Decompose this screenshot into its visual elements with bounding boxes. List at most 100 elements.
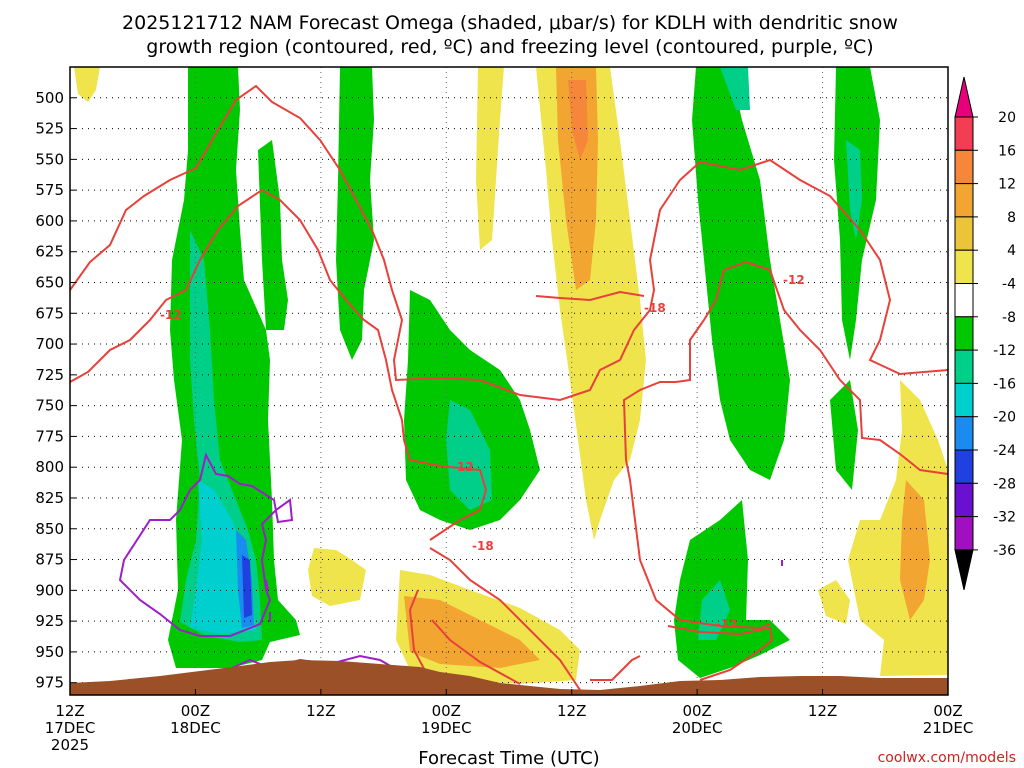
y-tick-label: 700 — [35, 335, 64, 353]
colorbar-box — [954, 449, 974, 484]
colorbar-label: -12 — [993, 343, 1016, 359]
contour-minus18 — [429, 547, 581, 691]
colorbar-box — [954, 382, 974, 418]
colorbar-box — [954, 249, 974, 284]
colorbar-label: 16 — [998, 143, 1016, 159]
y-tick-label: 950 — [35, 643, 64, 661]
colorbar-label: -32 — [993, 510, 1016, 526]
y-tick-label: 525 — [35, 120, 64, 138]
contour-minus12 — [590, 655, 641, 681]
y-tick-label: 625 — [35, 243, 64, 261]
omega-shade-darkblue — [242, 555, 252, 618]
y-tick-label: 825 — [35, 489, 64, 507]
y-tick-label: 900 — [35, 581, 64, 599]
omega-shade-green — [336, 67, 374, 360]
colorbar-box — [954, 516, 974, 551]
colorbar-label: -24 — [993, 443, 1016, 459]
contour-minus12 — [69, 84, 949, 402]
chart-title-line1: 2025121712 NAM Forecast Omega (shaded, μ… — [122, 12, 898, 34]
y-tick-label: 775 — [35, 427, 64, 445]
colorbar-label: -8 — [1002, 310, 1016, 326]
x-tick-label: 20DEC — [672, 719, 723, 737]
y-tick-label: 800 — [35, 458, 64, 476]
omega-shade-green — [404, 290, 540, 530]
contour-label: -18 — [644, 301, 666, 315]
colorbar-label: 4 — [1007, 243, 1016, 259]
contour-label: -12 — [452, 460, 474, 474]
contour-minus18 — [431, 619, 521, 685]
y-tick-label: 750 — [35, 397, 64, 415]
colorbar-label: -36 — [993, 543, 1016, 559]
omega-shade-orange — [404, 596, 540, 668]
x-tick-label: 12Z — [557, 702, 586, 720]
colorbar-box — [954, 183, 974, 218]
contour-labels: -12 -18 -12 -12 -18 -12 — [160, 273, 805, 631]
omega-shading — [74, 67, 948, 684]
y-tick-label: 550 — [35, 150, 64, 168]
contour-label: -18 — [472, 539, 494, 553]
y-tick-label: 725 — [35, 366, 64, 384]
freezing-contour — [265, 579, 269, 591]
chart-title-line2: growth region (contoured, red, ºC) and f… — [146, 36, 873, 58]
x-tick-label: 18DEC — [170, 719, 221, 737]
colorbar-label: -4 — [1002, 277, 1016, 293]
y-tick-label: 500 — [35, 89, 64, 107]
x-tick-label: 00Z — [933, 702, 962, 720]
credit-text: coolwx.com/models — [878, 750, 1016, 766]
x-tick-label: 12Z — [306, 702, 335, 720]
colorbar-label: 8 — [1007, 210, 1016, 226]
omega-shade-yellow — [476, 67, 504, 250]
omega-shade-teal — [446, 400, 492, 510]
x-tick-label: 12Z — [55, 702, 84, 720]
grid-lines — [70, 67, 948, 695]
freezing-contour — [118, 452, 294, 637]
y-tick-label: 875 — [35, 551, 64, 569]
colorbar-box — [954, 116, 974, 151]
colorbar-label: 20 — [998, 110, 1016, 126]
x-tick-label: 00Z — [432, 702, 461, 720]
omega-shade-green — [830, 380, 858, 490]
x-tick-label: 00Z — [682, 702, 711, 720]
x-tick-label: 17DEC — [45, 719, 96, 737]
omega-shade-teal — [846, 140, 862, 240]
y-tick-label: 850 — [35, 520, 64, 538]
colorbar-box — [954, 216, 974, 251]
contour-label: -12 — [716, 617, 738, 631]
contour-minus12 — [69, 188, 488, 541]
y-tick-label: 925 — [35, 612, 64, 630]
contour-label: -12 — [783, 273, 805, 287]
colorbar-box — [954, 316, 974, 351]
colorbar-label: -28 — [993, 476, 1016, 492]
x-tick-label: 21DEC — [923, 719, 974, 737]
colorbar-label: -16 — [993, 376, 1016, 392]
omega-shade-orange — [556, 67, 598, 290]
omega-shade-yellow — [818, 580, 850, 624]
colorbar-label: 12 — [998, 177, 1016, 193]
y-tick-label: 675 — [35, 304, 64, 322]
y-tick-label: 975 — [35, 674, 64, 692]
x-tick-label: 2025 — [51, 736, 89, 754]
colorbar-box — [954, 349, 974, 384]
omega-shade-teal — [698, 580, 730, 640]
colorbar-label: -20 — [993, 410, 1016, 426]
omega-shade-teal — [720, 67, 750, 110]
omega-shade-yellow — [308, 548, 366, 606]
plot-area: -12 -18 -12 -12 -18 -12 — [69, 66, 949, 696]
omega-shade-orange — [900, 480, 930, 620]
x-tick-label: 19DEC — [421, 719, 472, 737]
colorbar-box — [954, 283, 974, 318]
y-tick-label: 650 — [35, 273, 64, 291]
colorbar-box — [954, 482, 974, 518]
y-tick-label: 575 — [35, 181, 64, 199]
omega-shade-darkorange — [568, 80, 588, 160]
dendritic-contours — [69, 84, 949, 691]
contour-minus12 — [667, 625, 774, 681]
omega-shade-yellow — [848, 380, 948, 676]
colorbar-bottom-arrow — [954, 549, 974, 591]
colorbar-box — [954, 416, 974, 451]
contour-minus12 — [535, 290, 645, 302]
y-tick-label: 600 — [35, 212, 64, 230]
x-tick-label: 00Z — [181, 702, 210, 720]
x-axis-label: Forecast Time (UTC) — [418, 748, 599, 768]
